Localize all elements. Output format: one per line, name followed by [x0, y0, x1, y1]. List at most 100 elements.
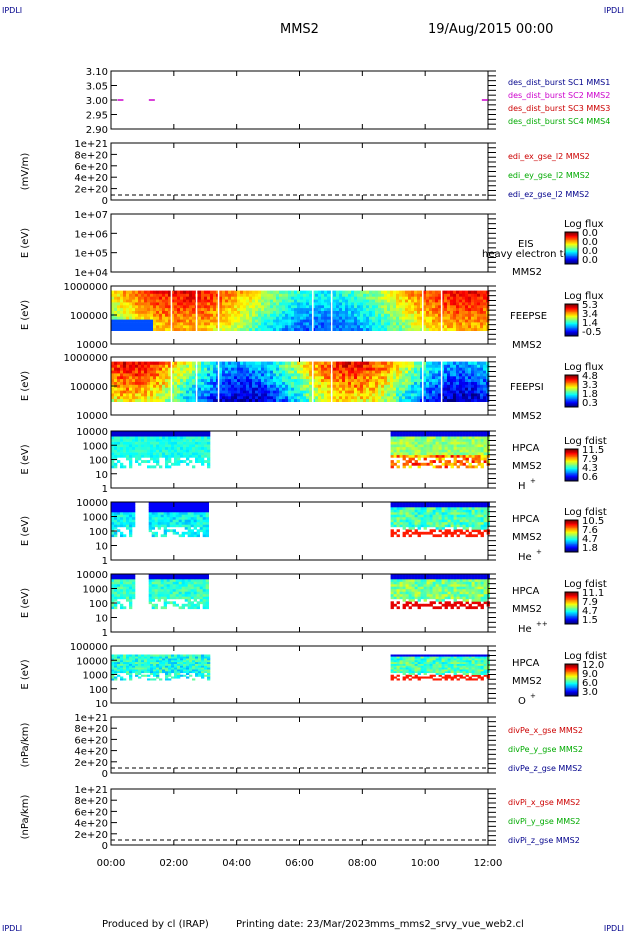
hpca_h-bin [390, 452, 394, 456]
feepse-bin [450, 322, 454, 326]
feepse-bin [309, 293, 313, 297]
feepse-bin [381, 322, 385, 326]
feepse-bin [264, 302, 268, 306]
feepsi-bin [453, 364, 457, 368]
feepse-bin [129, 296, 133, 300]
feepse-bin [291, 304, 295, 309]
feepse-bin [474, 302, 478, 306]
feepsi-bin [162, 370, 166, 374]
feepsi-bin [315, 393, 319, 397]
colorbar-cell [565, 326, 578, 329]
feepsi-bin [291, 384, 295, 388]
feepse-bin [444, 310, 448, 314]
feepsi-bin [183, 393, 187, 397]
feepse-bin [435, 324, 439, 329]
feepse-bin [111, 316, 115, 320]
hpca_h-bin [420, 436, 424, 440]
hpca_h-bin [393, 449, 397, 453]
feepse-bin [300, 290, 304, 294]
hpca_h-bin [435, 454, 439, 458]
feepsi-bin [360, 375, 364, 380]
feepse-bin [261, 302, 265, 306]
feepsi-bin [444, 381, 448, 385]
feepsi-bin [435, 387, 439, 391]
feepse-bin [417, 302, 421, 306]
feepse-bin [402, 316, 406, 320]
hpca_h-bin [471, 431, 475, 434]
feepse-bin [171, 296, 175, 300]
feepsi-bin [111, 387, 115, 391]
feepse-bin [426, 322, 430, 326]
feepse-bin [360, 322, 364, 326]
feepse-bin [288, 304, 292, 309]
hpca_h-bin [426, 449, 430, 453]
hpca_h-bin [405, 438, 409, 442]
feepse-bin [423, 310, 427, 314]
hpca_h-bin [465, 436, 469, 440]
feepsi-bin [423, 381, 427, 385]
feepsi-bin [219, 398, 223, 402]
feepse-bin [480, 293, 484, 297]
feepsi-bin [324, 393, 328, 397]
feepse-bin [447, 327, 451, 331]
feepsi-bin [405, 398, 409, 402]
feepsi-bin [336, 384, 340, 388]
feepsi-bin [300, 381, 304, 385]
hpca_h-bin [201, 438, 205, 442]
colorbar-cell [565, 377, 578, 380]
feepsi-bin [264, 373, 268, 377]
feepsi-bin [483, 361, 487, 365]
feepsi-bin [231, 375, 235, 380]
feepse-bin [165, 293, 169, 297]
feepse-bin [219, 304, 223, 309]
feepse-bin [183, 293, 187, 297]
feepsi-bin [405, 364, 409, 368]
feepsi-bin [150, 387, 154, 391]
feepsi-bin [342, 393, 346, 397]
hpca_h-bin [426, 436, 430, 440]
feepse-bin [249, 316, 253, 320]
feepse-bin [237, 290, 241, 294]
feepsi-bin [198, 373, 202, 377]
hpca_h-bin [159, 436, 163, 440]
feepsi-bin [204, 370, 208, 374]
feepse-bin [243, 302, 247, 306]
feepsi-bin [405, 378, 409, 382]
feepsi-bin [447, 373, 451, 377]
feepse-gap [312, 286, 314, 344]
feepsi-bin [372, 398, 376, 402]
hpca_h-bin [423, 446, 427, 450]
feepsi-bin [156, 387, 160, 391]
hpca_h-bin [471, 465, 475, 469]
feepsi-bin [189, 395, 193, 400]
hpca_h-bin [396, 433, 400, 437]
feepse-bin [402, 302, 406, 306]
feepsi-bin [411, 395, 415, 400]
feepsi-bin [468, 387, 472, 391]
hpca_h-bin [411, 433, 415, 437]
feepse-bin [336, 316, 340, 320]
feepsi-bin [375, 398, 379, 402]
hpca_h-bin [423, 436, 427, 440]
feepsi-bin [306, 387, 310, 391]
feepsi-bin [483, 390, 487, 394]
feepse-bin [180, 319, 184, 323]
feepsi-bin [219, 384, 223, 388]
hpca_h-bin [447, 436, 451, 440]
feepse-bin [474, 324, 478, 329]
hpca_h-bin [150, 436, 154, 440]
feepsi-bin [450, 398, 454, 402]
feepsi-bin [417, 361, 421, 365]
hpca_he-bin [126, 516, 130, 520]
feepse-bin [156, 322, 160, 326]
feepsi-bin [141, 387, 145, 391]
feepsi-bin [180, 398, 184, 402]
feepsi-bin [297, 393, 301, 397]
feepse-bin [192, 296, 196, 300]
feepse-bin [267, 299, 271, 303]
feepsi-bin [417, 395, 421, 400]
feepse-bin [471, 324, 475, 329]
feepse-bin [435, 302, 439, 306]
hpca_he-bin [126, 514, 130, 518]
feepse-bin [393, 293, 397, 297]
